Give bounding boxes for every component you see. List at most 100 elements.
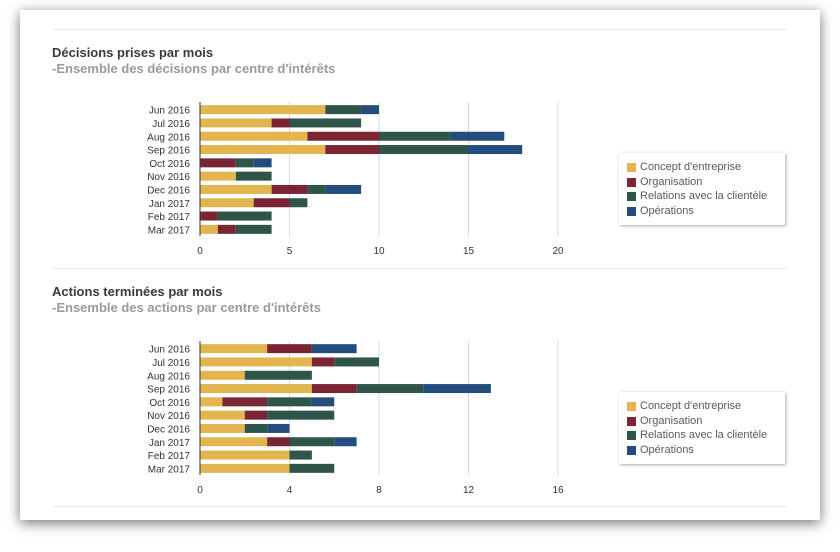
legend-swatch: [627, 417, 636, 426]
legend-label: Relations avec la clientèle: [640, 429, 768, 441]
category-label: Sep 2016: [147, 146, 190, 157]
bar-segment: [217, 211, 272, 221]
x-tick-label: 12: [463, 485, 475, 496]
bar-segment: [325, 145, 379, 155]
category-label: Jun 2016: [149, 106, 191, 117]
category-label: Nov 2016: [147, 411, 190, 422]
legend-swatch: [627, 207, 636, 216]
bar-segment: [217, 224, 236, 234]
bar-segment: [267, 437, 290, 447]
category-label: Jan 2017: [149, 199, 191, 210]
legend-swatch: [627, 192, 636, 201]
legend-label: Opérations: [640, 205, 694, 217]
bar-segment: [200, 384, 312, 394]
bar-segment: [253, 198, 290, 208]
decisions-panel: Décisions prises par mois -Ensemble des …: [52, 45, 792, 280]
bar-segment: [311, 397, 335, 407]
bar-segment: [200, 344, 268, 354]
actions-chart: Jun 2016 Jul 2016 Aug 2016 Sep 2016 Oct 2016…: [147, 341, 564, 496]
legend-label: Concept d'entreprise: [640, 161, 742, 173]
category-label: Oct 2016: [149, 398, 190, 409]
legend-label: Concept d'entreprise: [640, 400, 742, 412]
legend-label: Relations avec la clientèle: [640, 190, 768, 202]
bar-segment: [200, 397, 223, 407]
legend-swatch: [627, 446, 636, 455]
category-label: Jul 2016: [152, 119, 190, 130]
bar-segment: [235, 158, 254, 168]
bar-segment: [200, 450, 290, 460]
x-tick-label: 5: [287, 246, 293, 257]
bar-segment: [200, 105, 326, 115]
chart-subtitle: -Ensemble des décisions par centre d'int…: [52, 61, 336, 76]
bar-segment: [200, 145, 326, 155]
bar-segment: [267, 344, 312, 354]
category-label: Sep 2016: [147, 385, 190, 396]
bar-segment: [356, 384, 424, 394]
legend-swatch: [627, 431, 636, 440]
bar-segment: [200, 118, 272, 128]
bar-segment: [289, 437, 335, 447]
category-label: Dec 2016: [147, 185, 190, 196]
category-label: Dec 2016: [147, 424, 190, 435]
x-tick-label: 4: [287, 485, 293, 496]
bar-segment: [200, 224, 218, 234]
category-label: Aug 2016: [147, 371, 190, 382]
chart-legend: Concept d'entreprise Organisation Relati…: [619, 392, 785, 464]
category-label: Oct 2016: [149, 159, 190, 170]
legend-label: Organisation: [640, 415, 703, 427]
bar-segment: [379, 145, 469, 155]
bar-segment: [325, 184, 362, 194]
bar-segment: [325, 105, 362, 115]
x-tick-label: 0: [197, 485, 203, 496]
x-tick-label: 10: [373, 246, 385, 257]
bar-segment: [200, 463, 290, 473]
bar-segment: [307, 131, 379, 141]
bar-segment: [200, 370, 245, 380]
actions-panel: Actions terminées par mois -Ensemble des…: [52, 284, 792, 519]
bar-segment: [311, 344, 357, 354]
bar-segment: [379, 131, 451, 141]
bar-segment: [244, 410, 268, 420]
bar-segment: [271, 118, 290, 128]
legend-label: Opérations: [640, 444, 694, 456]
bar-segment: [200, 198, 254, 208]
bar-segment: [361, 105, 379, 115]
bar-segment: [200, 171, 236, 181]
bar-segment: [200, 131, 308, 141]
bar-segment: [289, 198, 308, 208]
bar-segment: [271, 184, 308, 194]
bar-segment: [200, 410, 245, 420]
divider-bottom: [52, 506, 788, 507]
bar-segment: [450, 131, 505, 141]
bar-segment: [222, 397, 268, 407]
bar-segment: [253, 158, 272, 168]
category-label: Feb 2017: [148, 451, 191, 462]
bar-segment: [267, 410, 335, 420]
bar-segment: [200, 437, 268, 447]
bar-segment: [423, 384, 491, 394]
bar-segment: [289, 463, 335, 473]
x-tick-label: 20: [552, 246, 564, 257]
chart-subtitle: -Ensemble des actions par centre d'intér…: [52, 300, 321, 315]
bar-segment: [200, 184, 272, 194]
x-tick-label: 16: [552, 485, 564, 496]
legend-swatch: [627, 163, 636, 172]
bar-segment: [307, 184, 326, 194]
chart-title: Décisions prises par mois: [52, 45, 214, 60]
legend-swatch: [627, 402, 636, 411]
bar-segment: [200, 423, 245, 433]
category-label: Mar 2017: [148, 464, 191, 475]
legend-swatch: [627, 178, 636, 187]
bar-segment: [244, 370, 312, 380]
bar-segment: [267, 397, 312, 407]
x-tick-label: 0: [197, 246, 203, 257]
bar-segment: [311, 384, 357, 394]
bar-segment: [200, 357, 312, 367]
category-label: Jan 2017: [149, 438, 191, 449]
category-label: Aug 2016: [147, 132, 190, 143]
bar-segment: [468, 145, 523, 155]
divider-top: [52, 29, 788, 30]
divider-middle: [52, 268, 788, 269]
category-label: Nov 2016: [147, 172, 190, 183]
bar-segment: [267, 423, 290, 433]
